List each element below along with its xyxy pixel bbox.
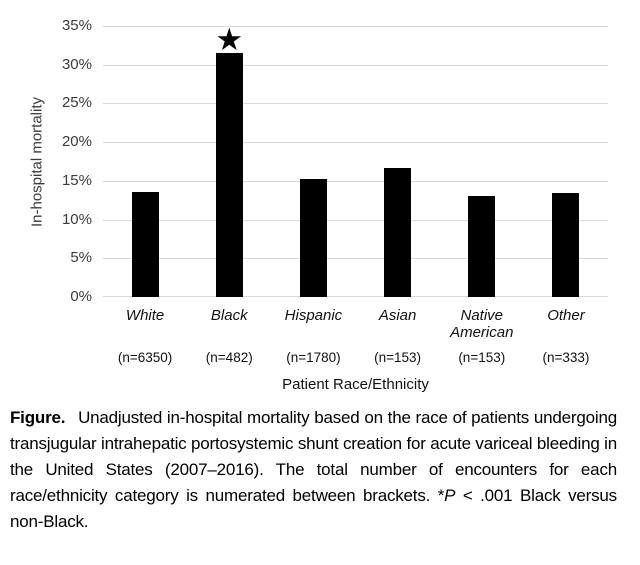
n-label-hispanic: (n=1780)	[286, 350, 341, 365]
caption-part-0: Figure.	[10, 408, 66, 427]
n-label-black: (n=482)	[205, 350, 253, 365]
plot-area: ★	[103, 22, 608, 297]
category-label-black: Black	[210, 307, 248, 324]
bar-native-american	[468, 196, 496, 297]
gridline-35-	[103, 26, 608, 27]
figure-caption: Figure. Unadjusted in-hospital mortality…	[10, 405, 617, 535]
category-label-hispanic: Hispanic	[284, 307, 343, 324]
significance-star-icon: ★	[215, 22, 244, 59]
gridline-30-	[103, 64, 608, 66]
gridline-10-	[103, 219, 608, 221]
category-label-white: White	[125, 307, 165, 324]
ytick-label-25-: 25%	[61, 94, 92, 112]
gridline-15-	[103, 180, 608, 182]
gridline-5-	[103, 258, 608, 260]
ytick-label-10-: 10%	[61, 210, 92, 228]
ytick-label-35-: 35%	[61, 17, 92, 34]
category-label-other: Other	[547, 307, 585, 324]
bar-white	[131, 191, 159, 297]
ytick-label-15-: 15%	[61, 171, 92, 189]
category-label-asian: Asian	[378, 307, 417, 324]
n-count-row: (n=6350) (n=482) (n=1780) (n=153) (n=153) (n=…	[103, 350, 608, 365]
gridline-25-	[103, 103, 608, 105]
n-label-white: (n=6350)	[117, 350, 173, 365]
ytick-label-30-: 30%	[61, 55, 92, 73]
bar-other	[552, 193, 580, 297]
category-label-native-american: Native American	[450, 307, 514, 341]
ytick-label-5-: 5%	[70, 249, 92, 267]
ytick-label-20-: 20%	[61, 133, 92, 151]
gridline-0-	[103, 296, 608, 297]
caption-part-3: < .001 Black versus non-Black.	[10, 486, 617, 531]
y-axis-title: In-hospital mortality	[28, 96, 46, 228]
n-label-asian: (n=153)	[374, 350, 422, 365]
x-axis-title: Patient Race/Ethnicity	[282, 376, 429, 393]
n-label-native-american: (n=153)	[458, 350, 506, 365]
ytick-label-0-: 0%	[70, 288, 92, 305]
bar-black	[215, 53, 243, 297]
bar-hispanic	[299, 178, 327, 297]
caption-part-1: Unadjusted in-hospital mortality based o…	[10, 408, 617, 505]
category-label-row: White Black Hispanic Asian Native American Ot…	[103, 307, 608, 341]
n-label-other: (n=333)	[542, 350, 590, 365]
gridline-20-	[103, 142, 608, 144]
caption-part-2: P	[444, 486, 456, 505]
bar-asian	[384, 168, 412, 297]
